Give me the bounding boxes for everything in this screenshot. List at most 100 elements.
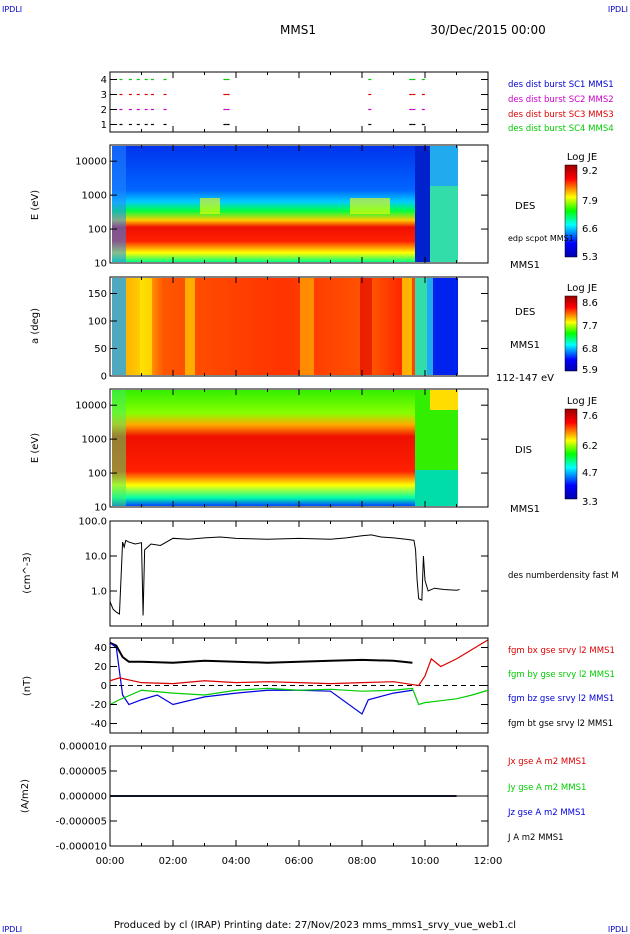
legend-entry: J A m2 MMS1 bbox=[507, 833, 564, 843]
legend-entry: fgm bt gse srvy l2 MMS1 bbox=[508, 719, 613, 729]
colorbar-des-pitch-tick: 7.7 bbox=[582, 321, 598, 332]
density-line bbox=[109, 534, 460, 616]
y-tick-label: 10000 bbox=[75, 157, 107, 168]
spacecraft-title: MMS1 bbox=[280, 23, 316, 37]
legend-entry: fgm bx gse srvy l2 MMS1 bbox=[508, 646, 615, 656]
footer-text: Produced by cl (IRAP) Printing date: 27/… bbox=[114, 920, 516, 931]
y-tick-label: 0 bbox=[101, 372, 107, 383]
colorbar-des-pitch-tick: 8.6 bbox=[582, 298, 598, 309]
panel-density bbox=[109, 520, 489, 627]
y-tick-label: 50 bbox=[94, 344, 107, 355]
y-tick-label: 10000 bbox=[75, 401, 107, 412]
x-tick-label: 08:00 bbox=[348, 856, 377, 867]
legend-entry: des dist burst SC2 MMS2 bbox=[508, 95, 614, 105]
y-tick-label: 150 bbox=[88, 289, 107, 300]
y-tick-label: 100 bbox=[88, 317, 107, 328]
y-tick-label: 100 bbox=[88, 469, 107, 480]
colorbar-des-pitch: Log JE 8.6 7.7 6.8 5.9 bbox=[564, 283, 598, 376]
y-tick-label: -0.000010 bbox=[56, 842, 107, 853]
colorbar-des-energy-tick: 9.2 bbox=[582, 166, 598, 177]
legend-entry: des dist burst SC3 MMS3 bbox=[508, 110, 614, 120]
y-tick-label: 0.000005 bbox=[59, 767, 107, 778]
des-pitch-spectrogram bbox=[112, 278, 458, 375]
x-tick-label: 02:00 bbox=[159, 856, 188, 867]
legend-entry: fgm by gse srvy l2 MMS1 bbox=[508, 670, 615, 680]
dis-energy-sc-label: MMS1 bbox=[510, 504, 540, 515]
y-tick-label: -20 bbox=[91, 700, 107, 711]
corner-label-bottom-right: IPDLI bbox=[608, 925, 628, 934]
x-tick-label: 12:00 bbox=[474, 856, 503, 867]
dis-energy-spectrogram bbox=[112, 390, 458, 506]
fgm-line bbox=[109, 639, 489, 687]
colorbar-dis-energy-tick: 4.7 bbox=[582, 468, 598, 479]
colorbar-des-energy-tick: 7.9 bbox=[582, 196, 598, 207]
colorbar-des-energy-tick: 5.3 bbox=[582, 252, 598, 263]
y-tick-label: 0 bbox=[101, 681, 107, 692]
x-tick-label: 06:00 bbox=[285, 856, 314, 867]
colorbar-des-pitch-title: Log JE bbox=[567, 283, 597, 294]
corner-label-bottom-left: IPDLI bbox=[2, 925, 22, 934]
y-tick-label: -0.000005 bbox=[56, 817, 107, 828]
current-ylabel: (A/m2) bbox=[20, 779, 31, 813]
y-tick-label: 10 bbox=[94, 259, 107, 270]
burst-series bbox=[119, 78, 425, 126]
y-tick-label: 3 bbox=[101, 90, 107, 101]
density-series bbox=[109, 534, 460, 616]
y-tick-label: 4 bbox=[101, 75, 107, 86]
corner-label-top-right: IPDLI bbox=[608, 5, 628, 14]
colorbar-dis-energy-tick: 6.2 bbox=[582, 441, 598, 452]
des-overlay-label: edp scpot MMS1 bbox=[508, 234, 574, 243]
date-title: 30/Dec/2015 00:00 bbox=[430, 23, 546, 37]
colorbar-des-energy: Log JE 9.2 7.9 6.6 5.3 bbox=[564, 152, 598, 263]
y-tick-label: 1 bbox=[101, 120, 107, 131]
des-pitch-energy-label: 112-147 eV bbox=[496, 373, 554, 384]
dis-energy-label: DIS bbox=[515, 445, 532, 456]
des-pitch-sc-label: MMS1 bbox=[510, 340, 540, 351]
fgm-line bbox=[109, 641, 413, 664]
colorbar-des-energy-title: Log JE bbox=[567, 152, 597, 163]
fgm-ylabel: (nT) bbox=[22, 676, 33, 696]
des-pitch-label: DES bbox=[515, 307, 535, 318]
y-tick-label: 0.000010 bbox=[59, 742, 107, 753]
density-ylabel: (cm^-3) bbox=[22, 552, 33, 593]
legends: des dist burst SC1 MMS1 des dist burst SC… bbox=[507, 80, 619, 843]
fgm-line bbox=[109, 642, 413, 715]
y-tick-label: 10.0 bbox=[85, 552, 107, 563]
des-pitch-ylabel: a (deg) bbox=[30, 308, 41, 344]
x-tick-label: 10:00 bbox=[411, 856, 440, 867]
colorbar-dis-energy-tick: 3.3 bbox=[582, 497, 598, 508]
legend-entry: Jy gse A m2 MMS1 bbox=[507, 783, 586, 793]
y-tick-label: 1000 bbox=[82, 435, 107, 446]
fgm-line bbox=[109, 687, 489, 706]
des-energy-sc-label: MMS1 bbox=[510, 260, 540, 271]
colorbar-des-pitch-tick: 5.9 bbox=[582, 365, 598, 376]
dis-energy-ylabel: E (eV) bbox=[30, 433, 41, 463]
colorbar-des-pitch-tick: 6.8 bbox=[582, 344, 598, 355]
des-energy-ylabel: E (eV) bbox=[30, 190, 41, 220]
panel-burst bbox=[109, 71, 489, 133]
colorbar-des-energy-tick: 6.6 bbox=[582, 224, 598, 235]
legend-entry: des numberdensity fast M bbox=[508, 571, 619, 581]
legend-entry: Jx gse A m2 MMS1 bbox=[507, 757, 586, 767]
y-tick-label: 1.0 bbox=[91, 587, 107, 598]
y-tick-label: 20 bbox=[94, 662, 107, 673]
y-tick-label: 2 bbox=[101, 105, 107, 116]
corner-label-top-left: IPDLI bbox=[2, 5, 22, 14]
y-tick-label: 100.0 bbox=[78, 517, 107, 528]
legend-entry: des dist burst SC4 MMS4 bbox=[508, 124, 614, 134]
y-tick-label: -40 bbox=[91, 719, 107, 730]
y-tick-label: 10 bbox=[94, 503, 107, 514]
axes-ticks: 1 2 3 4 10 100 1000 10000 0 50 100 150 10 100 1000 1000… bbox=[56, 72, 503, 867]
legend-entry: fgm bz gse srvy l2 MMS1 bbox=[508, 694, 614, 704]
y-tick-label: 1000 bbox=[82, 191, 107, 202]
legend-entry: des dist burst SC1 MMS1 bbox=[508, 80, 614, 90]
x-tick-label: 04:00 bbox=[222, 856, 251, 867]
legend-entry: Jz gse A m2 MMS1 bbox=[507, 808, 586, 818]
y-tick-label: 100 bbox=[88, 225, 107, 236]
x-tick-label: 00:00 bbox=[96, 856, 125, 867]
y-tick-label: 40 bbox=[94, 643, 107, 654]
colorbar-dis-energy: Log JE 7.6 6.2 4.7 3.3 bbox=[564, 396, 598, 508]
y-tick-label: 0.000000 bbox=[59, 792, 107, 803]
colorbar-dis-energy-title: Log JE bbox=[567, 396, 597, 407]
